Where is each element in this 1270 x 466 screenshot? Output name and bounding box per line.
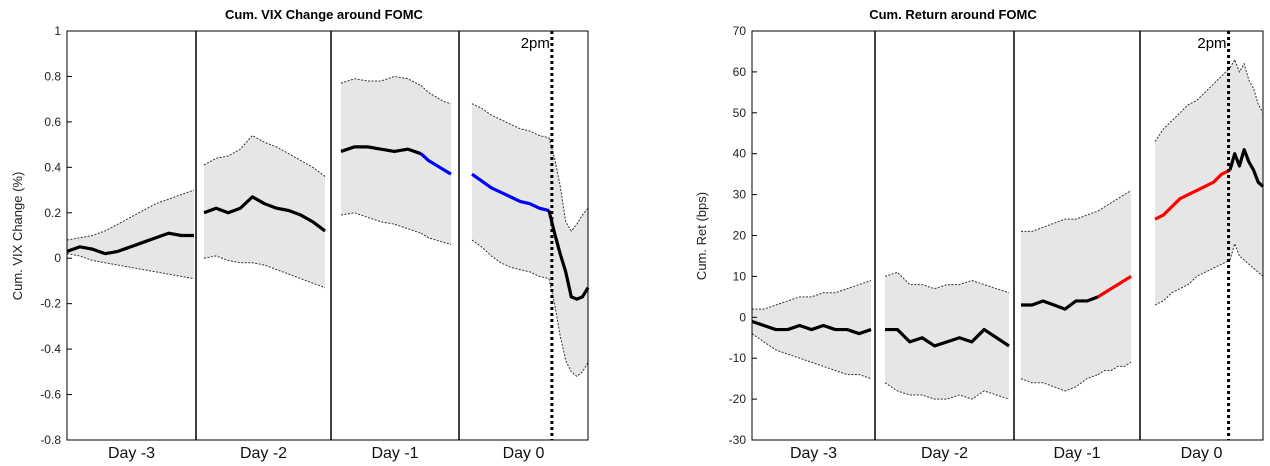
confidence-band: [472, 103, 549, 279]
y-tick-label: 40: [733, 147, 747, 161]
mean-line: [751, 319, 872, 336]
lower-bound-line: [1154, 259, 1231, 306]
axes-frame: [66, 30, 589, 441]
confidence-band: [549, 137, 588, 377]
return-chart: Cum. Return around FOMC Cum. Ret (bps) -…: [694, 7, 1265, 462]
y-tick-label: 0.4: [44, 160, 61, 174]
y-tick-label: 60: [733, 65, 747, 79]
mean-line: [66, 231, 194, 256]
confidence-band: [1098, 190, 1131, 375]
x-tick-label: Day 0: [503, 445, 545, 462]
upper-bound-line: [884, 271, 1010, 294]
y-tick-label: -20: [729, 392, 747, 406]
chart-title: Cum. VIX Change around FOMC: [225, 7, 424, 22]
y-tick-label: 10: [733, 269, 747, 283]
y-tick-label: -0.6: [40, 388, 61, 402]
upper-bound-line: [420, 85, 452, 105]
lower-bound-line: [66, 253, 195, 280]
lower-bound-line: [751, 333, 872, 380]
confidence-band: [1230, 59, 1263, 277]
lower-bound-line: [548, 278, 589, 378]
lower-bound-line: [1097, 361, 1132, 375]
lower-bound-line: [203, 255, 326, 289]
y-tick-label: 0: [739, 310, 746, 324]
mean-line: [547, 210, 590, 301]
confidence-bands: [66, 75, 589, 378]
confidence-band: [1021, 210, 1098, 391]
mean-line: [471, 172, 550, 213]
y-tick-label: 20: [733, 229, 747, 243]
day-labels: Day -3 Day -2 Day -1 Day 0: [790, 445, 1223, 462]
y-tick-label: -0.2: [40, 297, 61, 311]
upper-bound-line: [1097, 190, 1132, 212]
lower-bound-line: [1229, 242, 1264, 277]
confidence-band: [341, 76, 421, 234]
y-tick-label: -0.8: [40, 433, 61, 447]
mean-line: [1097, 275, 1132, 299]
y-tick-label: 0.2: [44, 206, 61, 220]
annotation-2pm: 2pm: [1197, 35, 1226, 52]
y-tick-label: -0.4: [40, 342, 61, 356]
confidence-band: [204, 135, 325, 288]
upper-bound-line: [471, 103, 550, 139]
upper-bound-line: [340, 75, 422, 86]
lower-bound-line: [471, 239, 550, 280]
annotation-2pm: 2pm: [521, 35, 550, 52]
y-tick-label: 70: [733, 24, 747, 38]
y-tick-label: 50: [733, 106, 747, 120]
confidence-band: [885, 272, 1009, 400]
mean-line: [203, 195, 326, 233]
mean-line: [1154, 168, 1231, 221]
plot-border: [66, 30, 589, 441]
x-tick-label: Day -2: [240, 445, 287, 462]
y-ticks: -30 -20 -10 0 10 20 30 40 50 60 70: [729, 24, 757, 447]
series-lines: [751, 148, 1265, 348]
upper-bound-line: [752, 280, 872, 310]
x-tick-label: Day -1: [371, 445, 418, 462]
y-tick-label: -10: [729, 351, 747, 365]
series-lines: [66, 145, 590, 301]
confidence-band: [67, 190, 194, 279]
upper-bound-line: [1154, 67, 1231, 142]
y-tick-label: 0.8: [44, 69, 61, 83]
confidence-bands: [751, 58, 1264, 400]
x-tick-label: Day -3: [108, 445, 155, 462]
x-tick-label: Day 0: [1181, 445, 1223, 462]
mean-line: [419, 152, 452, 176]
chart-title: Cum. Return around FOMC: [869, 7, 1037, 22]
upper-bound-line: [66, 189, 195, 241]
axes-frame: [751, 30, 1264, 441]
upper-bound-line: [1021, 210, 1099, 232]
y-axis-label: Cum. VIX Change (%): [10, 172, 25, 301]
y-tick-label: 1: [54, 24, 61, 38]
y-axis-label: Cum. Ret (bps): [694, 192, 709, 280]
y-tick-label: -30: [729, 433, 747, 447]
mean-line: [1228, 148, 1265, 188]
upper-bound-line: [203, 134, 326, 177]
upper-bound-line: [548, 137, 589, 232]
x-tick-label: Day -2: [921, 445, 968, 462]
confidence-band: [1155, 67, 1230, 306]
mean-line: [340, 145, 422, 156]
day-labels: Day -3 Day -2 Day -1 Day 0: [108, 445, 545, 462]
y-tick-label: 30: [733, 188, 747, 202]
y-ticks: -0.8 -0.6 -0.4 -0.2 0 0.2 0.4 0.6 0.8 1: [40, 24, 72, 447]
lower-bound-line: [1020, 374, 1099, 392]
mean-line: [885, 327, 1010, 348]
mean-line: [1021, 295, 1099, 311]
x-tick-label: Day -1: [1053, 445, 1100, 462]
vix-change-chart: Cum. VIX Change around FOMC Cum. VIX Cha…: [10, 7, 590, 462]
x-tick-label: Day -3: [790, 445, 837, 462]
y-tick-label: 0: [54, 251, 61, 265]
y-tick-label: 0.6: [44, 115, 61, 129]
upper-bound-line: [1229, 58, 1264, 114]
